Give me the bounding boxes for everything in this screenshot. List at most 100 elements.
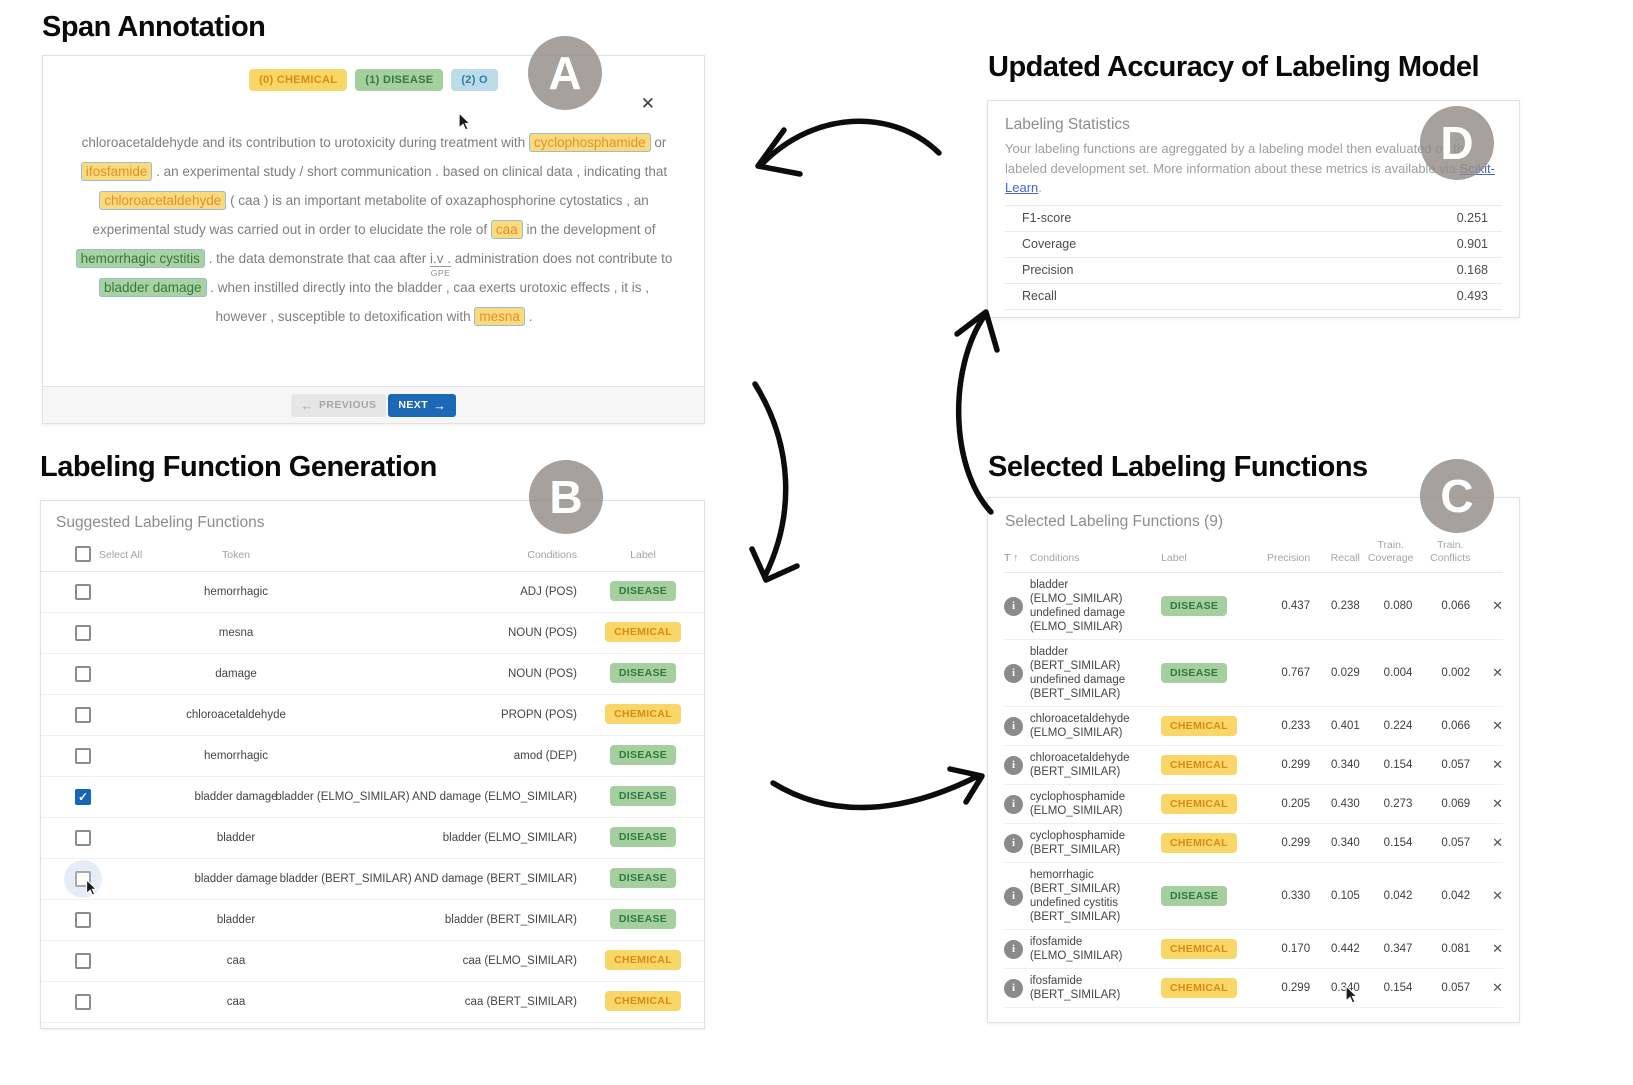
info-icon[interactable]: i [1004, 833, 1023, 853]
lf-label-chip: CHEMICAL [605, 704, 681, 724]
lf-conditions: cyclophosphamide (ELMO_SIMILAR) [1029, 791, 1126, 817]
row-checkbox[interactable] [75, 830, 91, 846]
info-icon[interactable]: i [1004, 755, 1023, 775]
lf-conditions: caa (BERT_SIMILAR) [464, 996, 577, 1008]
remove-icon[interactable]: ✕ [1492, 835, 1503, 850]
row-checkbox[interactable] [75, 994, 91, 1010]
arrow-c-to-d [955, 312, 994, 515]
remove-icon[interactable]: ✕ [1492, 598, 1503, 613]
suggested-lf-row: bladder bladder (ELMO_SIMILAR) DISEASE [41, 818, 704, 859]
stat-label: F1-score [1022, 211, 1072, 225]
lf-precision: 0.437 [1281, 600, 1311, 612]
suggested-lf-row: damage NOUN (POS) DISEASE [41, 654, 704, 695]
close-icon[interactable]: ✕ [640, 94, 655, 113]
lf-token: hemorrhagic [204, 750, 268, 762]
lf-precision: 0.299 [1281, 982, 1311, 994]
disease-span-highlight[interactable]: bladder damage [98, 278, 207, 297]
chemical-span-highlight[interactable]: ifosfamide [80, 162, 153, 181]
lf-label-chip: DISEASE [609, 581, 677, 601]
checkbox-icon [75, 994, 91, 1010]
checkbox-icon [75, 789, 91, 805]
labeling-statistics-card-title: Labeling Statistics [1005, 116, 1130, 133]
row-checkbox[interactable] [75, 789, 91, 805]
disease-span-highlight[interactable]: hemorrhagic cystitis [75, 249, 205, 268]
info-icon[interactable]: i [1004, 978, 1023, 998]
remove-icon[interactable]: ✕ [1492, 796, 1503, 811]
labeling-statistics-table: F1-score 0.251 Coverage 0.901 Precision … [1005, 204, 1502, 310]
chemical-span-highlight[interactable]: chloroacetaldehyde [99, 191, 227, 210]
lf-conditions: ifosfamide (ELMO_SIMILAR) [1029, 936, 1123, 962]
selected-lf-table-body: i bladder (ELMO_SIMILAR) undefined damage(… [988, 573, 1519, 1008]
legend-label-chip[interactable]: (2) O [451, 69, 498, 91]
column-header-precision[interactable]: Precision [1266, 552, 1311, 564]
chemical-span-highlight[interactable]: mesna [474, 307, 525, 326]
remove-icon[interactable]: ✕ [1492, 665, 1503, 680]
chemical-span-highlight[interactable]: cyclophosphamide [528, 133, 651, 152]
selected-lf-row: i bladder (BERT_SIMILAR) undefined damage(… [1004, 640, 1503, 707]
column-header-recall[interactable]: Recall [1330, 552, 1360, 564]
lf-precision: 0.170 [1281, 943, 1311, 955]
row-checkbox[interactable] [75, 584, 91, 600]
selected-labeling-functions-title: Selected Labeling Functions [988, 451, 1368, 483]
lf-conditions: bladder (ELMO_SIMILAR) [442, 832, 577, 844]
stat-label: Precision [1022, 263, 1074, 277]
column-header-train-conflicts[interactable]: Train. Conflicts [1430, 539, 1471, 564]
info-icon[interactable]: i [1004, 886, 1023, 906]
chemical-span-highlight[interactable]: caa [490, 220, 523, 239]
row-checkbox[interactable] [75, 912, 91, 928]
suggested-labeling-functions-panel: Suggested Labeling Functions Select All … [40, 500, 705, 1029]
checkbox-icon [75, 707, 91, 723]
label-legend: (0) CHEMICAL (1) DISEASE (2) O [43, 69, 704, 91]
row-checkbox[interactable] [75, 666, 91, 682]
lf-label-chip: DISEASE [609, 827, 677, 847]
column-header-label[interactable]: Label [1161, 552, 1187, 564]
lf-precision: 0.205 [1281, 798, 1311, 810]
row-checkbox[interactable] [75, 748, 91, 764]
legend-label-chip[interactable]: (1) DISEASE [355, 69, 444, 91]
previous-button[interactable]: ← PREVIOUS [290, 393, 387, 417]
lf-conditions: PROPN (POS) [500, 709, 577, 721]
row-checkbox[interactable] [75, 707, 91, 723]
suggested-lf-card-title: Suggested Labeling Functions [56, 514, 265, 531]
info-icon[interactable]: i [1004, 794, 1023, 814]
remove-icon[interactable]: ✕ [1492, 718, 1503, 733]
lf-label-chip: CHEMICAL [605, 991, 681, 1011]
suggested-lf-row: bladder damage bladder (BERT_SIMILAR) AN… [41, 859, 704, 900]
lf-train-conflicts: 0.066 [1441, 600, 1471, 612]
lf-recall: 0.401 [1331, 720, 1360, 732]
column-header-conditions[interactable]: Conditions [1029, 552, 1080, 564]
stat-value: 0.493 [1456, 289, 1488, 303]
gpe-annotated-span[interactable]: i.v . GPE [430, 251, 452, 278]
info-icon[interactable]: i [1004, 939, 1023, 959]
description-text: Your labeling functions are agreggated b… [1005, 141, 1472, 176]
remove-icon[interactable]: ✕ [1492, 888, 1503, 903]
suggested-lf-row: caa caa (ELMO_SIMILAR) CHEMICAL [41, 941, 704, 982]
lf-conditions: bladder (ELMO_SIMILAR) undefined damage (EL… [1029, 579, 1126, 633]
remove-icon[interactable]: ✕ [1492, 941, 1503, 956]
lf-precision: 0.299 [1281, 837, 1311, 849]
stat-label: Recall [1022, 289, 1057, 303]
info-icon[interactable]: i [1004, 596, 1023, 616]
column-header-train-coverage[interactable]: Train. Coverage [1367, 539, 1414, 564]
mouse-cursor [458, 112, 472, 131]
remove-icon[interactable]: ✕ [1492, 980, 1503, 995]
suggested-lf-row: bladder damage bladder (ELMO_SIMILAR) AN… [41, 777, 704, 818]
info-icon[interactable]: i [1004, 716, 1023, 736]
info-icon[interactable]: i [1004, 663, 1023, 683]
row-checkbox[interactable] [75, 625, 91, 641]
lf-token: hemorrhagic [204, 586, 268, 598]
row-checkbox[interactable] [64, 860, 102, 898]
next-button[interactable]: NEXT → [388, 393, 457, 417]
selected-lf-card-title: Selected Labeling Functions (9) [1005, 513, 1223, 530]
suggested-lf-row: caa caa (BERT_SIMILAR) CHEMICAL [41, 982, 704, 1023]
sort-filter-icons[interactable]: T ↑ [1004, 552, 1019, 564]
legend-label-chip[interactable]: (0) CHEMICAL [249, 69, 348, 91]
select-all-checkbox[interactable] [75, 546, 91, 562]
remove-icon[interactable]: ✕ [1492, 757, 1503, 772]
checkbox-icon [75, 546, 91, 562]
lf-train-conflicts: 0.057 [1441, 982, 1471, 994]
checkbox-icon [75, 625, 91, 641]
arrow-a-to-b-head [749, 546, 800, 583]
lf-token: bladder [216, 914, 256, 926]
row-checkbox[interactable] [75, 953, 91, 969]
